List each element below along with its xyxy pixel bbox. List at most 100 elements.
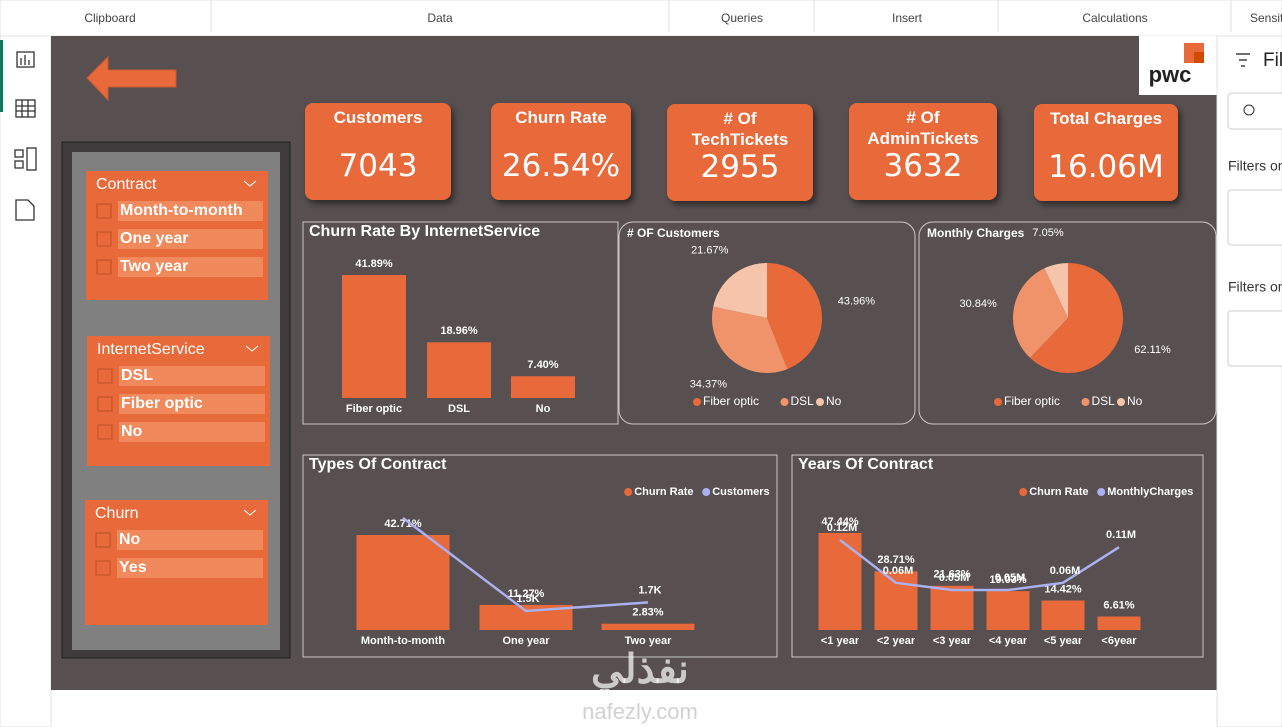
slicer-item[interactable]: Yes <box>119 559 147 576</box>
slicer-item[interactable]: Two year <box>120 258 188 275</box>
checkbox[interactable] <box>95 560 111 576</box>
slicer-item[interactable]: Month-to-month <box>120 202 243 219</box>
legend-swatch <box>816 398 824 406</box>
ribbon-group[interactable]: Calculations <box>1082 11 1147 25</box>
table-view-icon[interactable] <box>15 99 36 118</box>
category-label: Month-to-month <box>361 635 446 647</box>
line <box>839 539 1120 592</box>
legend-swatch <box>994 398 1002 406</box>
chart-panel <box>302 454 778 658</box>
slicer-item[interactable]: DSL <box>121 367 153 384</box>
slicer-item-bg <box>119 422 265 442</box>
pie-slice <box>1044 263 1068 318</box>
watermark-arabic: نفذلي <box>591 648 689 694</box>
checkbox[interactable] <box>96 259 112 275</box>
bar <box>356 535 450 630</box>
legend-label: Customers <box>712 486 769 498</box>
slicer-item-bg <box>118 229 263 249</box>
category-label: <1 year <box>821 635 860 647</box>
kpi-card: Customers 7043 <box>305 103 451 200</box>
legend-label: Churn Rate <box>634 486 693 498</box>
legend-swatch <box>780 398 789 406</box>
report-view-icon[interactable] <box>16 51 35 68</box>
line <box>402 517 649 613</box>
kpi-card: # Of AdminTickets 3632 <box>849 103 997 200</box>
kpi-value: 2955 <box>700 149 780 185</box>
legend-swatch <box>702 488 711 496</box>
checkbox[interactable] <box>96 231 112 247</box>
data-label: 30.84% <box>959 298 997 310</box>
slicer-item-bg <box>119 366 265 386</box>
kpi-title: # Of TechTickets <box>691 109 789 149</box>
chart-panel <box>302 221 619 425</box>
watermark-latin: nafezly.com <box>582 699 698 724</box>
legend-label: DSL <box>791 394 815 408</box>
dax-view-icon[interactable] <box>15 199 35 221</box>
bar <box>1041 600 1085 630</box>
filters-search[interactable] <box>1227 92 1282 130</box>
filter-well[interactable] <box>1227 310 1282 367</box>
data-label: 1.7K <box>638 584 661 596</box>
legend-swatch <box>693 398 701 406</box>
model-view-icon[interactable] <box>14 147 37 171</box>
data-label: 18.96% <box>440 325 478 337</box>
data-label: 21.67% <box>691 244 729 256</box>
chart-panel <box>618 221 916 425</box>
slicer-item-bg <box>118 257 263 277</box>
checkbox[interactable] <box>97 368 113 384</box>
pie-slice <box>711 306 788 374</box>
pie-slice <box>767 263 822 370</box>
category-label: <3 year <box>933 635 972 647</box>
legend-label: Fiber optic <box>703 394 759 408</box>
legend-label: No <box>826 394 842 408</box>
data-label: 1.5K <box>516 593 539 605</box>
slicer-item[interactable]: No <box>119 531 141 548</box>
category-label: DSL <box>448 403 470 415</box>
data-label: 6.61% <box>1103 599 1134 611</box>
kpi-card: Total Charges 16.06M <box>1034 104 1178 201</box>
checkbox[interactable] <box>95 532 111 548</box>
checkbox[interactable] <box>97 396 113 412</box>
slicer-title: Contract <box>96 176 157 193</box>
back-arrow[interactable] <box>86 55 177 102</box>
pie-slice <box>713 263 767 318</box>
chart-title: # OF Customers <box>627 226 720 240</box>
bar <box>427 342 491 398</box>
slicer-item[interactable]: One year <box>120 230 188 247</box>
chart-title: Types Of Contract <box>309 456 447 473</box>
slicer-item-bg <box>119 394 265 414</box>
legend-label: MonthlyCharges <box>1107 486 1193 498</box>
bar <box>930 585 974 630</box>
slicer-item-bg <box>118 201 263 221</box>
slicer-item[interactable]: Fiber optic <box>121 395 203 412</box>
ribbon-group[interactable]: Data <box>427 11 453 25</box>
slicer-chevron <box>243 509 257 516</box>
pie-slice <box>1030 263 1123 373</box>
data-label: 0.11M <box>1106 529 1136 541</box>
category-label: <5 year <box>1044 635 1083 647</box>
data-label: 11.27% <box>508 588 545 600</box>
checkbox[interactable] <box>97 424 113 440</box>
data-label: 0.05M <box>939 572 970 584</box>
bar <box>818 533 862 630</box>
legend-swatch <box>1081 398 1090 406</box>
data-label: 19.03% <box>989 574 1027 586</box>
filter-well[interactable] <box>1227 189 1282 246</box>
kpi-value: 3632 <box>883 148 963 184</box>
bar <box>1097 616 1141 630</box>
data-label: 62.11% <box>1134 344 1171 356</box>
ribbon-group[interactable]: Clipboard <box>84 11 135 25</box>
checkbox[interactable] <box>96 203 112 219</box>
data-label: 42.71% <box>384 518 422 530</box>
legend-swatch <box>624 488 633 496</box>
ribbon-group[interactable]: Sensit <box>1250 11 1282 25</box>
slicer-item[interactable]: No <box>121 423 143 440</box>
data-label: 34.37% <box>690 378 728 390</box>
ribbon-group[interactable]: Insert <box>892 11 923 25</box>
ribbon-group[interactable]: Queries <box>721 11 763 25</box>
kpi-title: # Of AdminTickets <box>867 108 979 148</box>
legend-label: No <box>1127 394 1143 408</box>
chart-title: Years Of Contract <box>798 456 934 473</box>
filters-pane <box>1216 35 1282 727</box>
bar <box>601 623 695 630</box>
